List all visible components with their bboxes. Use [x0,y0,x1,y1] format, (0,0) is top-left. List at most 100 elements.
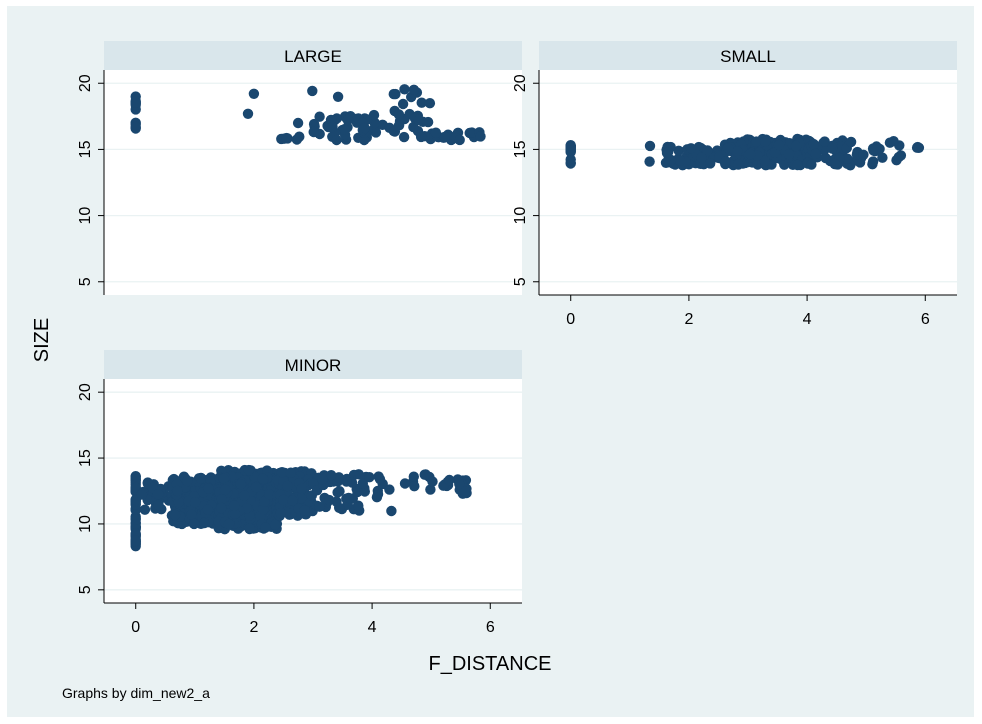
data-point [371,492,383,503]
data-point [425,484,436,495]
data-point [275,507,286,519]
data-point [751,136,762,147]
data-point [250,482,262,493]
data-point [783,149,795,160]
data-point [169,509,181,521]
data-point [357,478,368,489]
y-tick-label: 20 [512,74,529,92]
x-axis-label: F_DISTANCE [429,653,552,675]
data-point [759,155,770,167]
data-point [317,474,328,485]
data-point [353,500,364,511]
data-point [808,139,819,150]
y-tick-label: 20 [77,383,94,401]
data-point [888,136,899,147]
data-point [130,471,141,482]
data-point [398,131,410,143]
y-tick-label: 10 [512,207,529,225]
data-point [427,476,438,487]
data-point [826,143,838,154]
data-point [792,159,803,171]
data-point [229,508,241,519]
data-point [399,84,410,95]
data-point [696,152,707,163]
panel-strip [539,41,957,70]
data-point [216,502,227,514]
panel-title: MINOR [285,356,342,375]
panel-small: SMALL 5 10 15 20 0 2 4 6 [512,41,957,328]
data-point [745,148,756,160]
x-tick-label: 2 [684,311,693,328]
data-point [673,145,684,156]
data-point [292,117,304,129]
data-point [130,97,141,108]
y-axis-label: SIZE [31,318,53,362]
data-point [327,121,338,133]
data-point [295,493,307,504]
data-point [136,489,148,500]
y-tick-label: 10 [77,207,94,225]
data-point [308,118,320,130]
data-point [130,514,141,525]
plot-area [104,70,522,295]
data-point [314,111,325,122]
data-point [845,136,857,148]
data-point [248,88,260,100]
data-point [842,153,853,164]
data-point [829,158,840,170]
data-point [242,108,254,120]
data-point [343,492,354,504]
panel-minor: MINOR 5 10 15 20 0 2 4 6 [77,350,522,636]
data-point [291,134,303,145]
data-point [299,505,310,516]
data-point [731,146,743,157]
data-point [810,148,821,159]
data-point [424,98,436,109]
data-point [202,504,214,515]
data-point [243,464,255,476]
data-point [454,134,465,146]
y-tick-label: 15 [77,449,94,467]
data-point [565,145,576,156]
data-point [172,485,183,497]
data-point [281,132,292,144]
y-tick-label: 5 [77,585,94,594]
data-point [422,116,434,128]
plot-area [539,70,957,295]
data-point [419,469,430,480]
data-point [334,486,345,497]
x-tick-label: 6 [921,311,930,328]
data-point [235,479,246,490]
data-point [867,156,879,167]
data-point [259,496,270,507]
data-point [130,535,141,546]
data-point [244,523,255,534]
data-point [331,134,342,146]
x-tick-label: 4 [803,311,812,328]
data-point [223,518,235,530]
data-point [819,136,830,147]
data-point [397,98,409,110]
data-point [454,478,465,490]
data-point [195,473,206,484]
data-point [189,497,201,508]
data-point [660,157,672,168]
data-point [359,122,370,134]
data-point [228,500,240,511]
data-point [912,141,923,153]
data-point [186,509,197,520]
data-point [386,505,397,517]
data-point [773,139,785,151]
y-tick-label: 5 [77,277,94,286]
x-tick-label: 4 [368,619,377,636]
points [130,84,486,146]
data-point [139,504,151,515]
data-point [199,517,210,529]
data-point [296,483,307,494]
data-point [218,473,230,484]
data-point [444,474,455,486]
panel-title: SMALL [720,47,776,66]
data-point [409,481,420,492]
data-point [152,489,164,500]
